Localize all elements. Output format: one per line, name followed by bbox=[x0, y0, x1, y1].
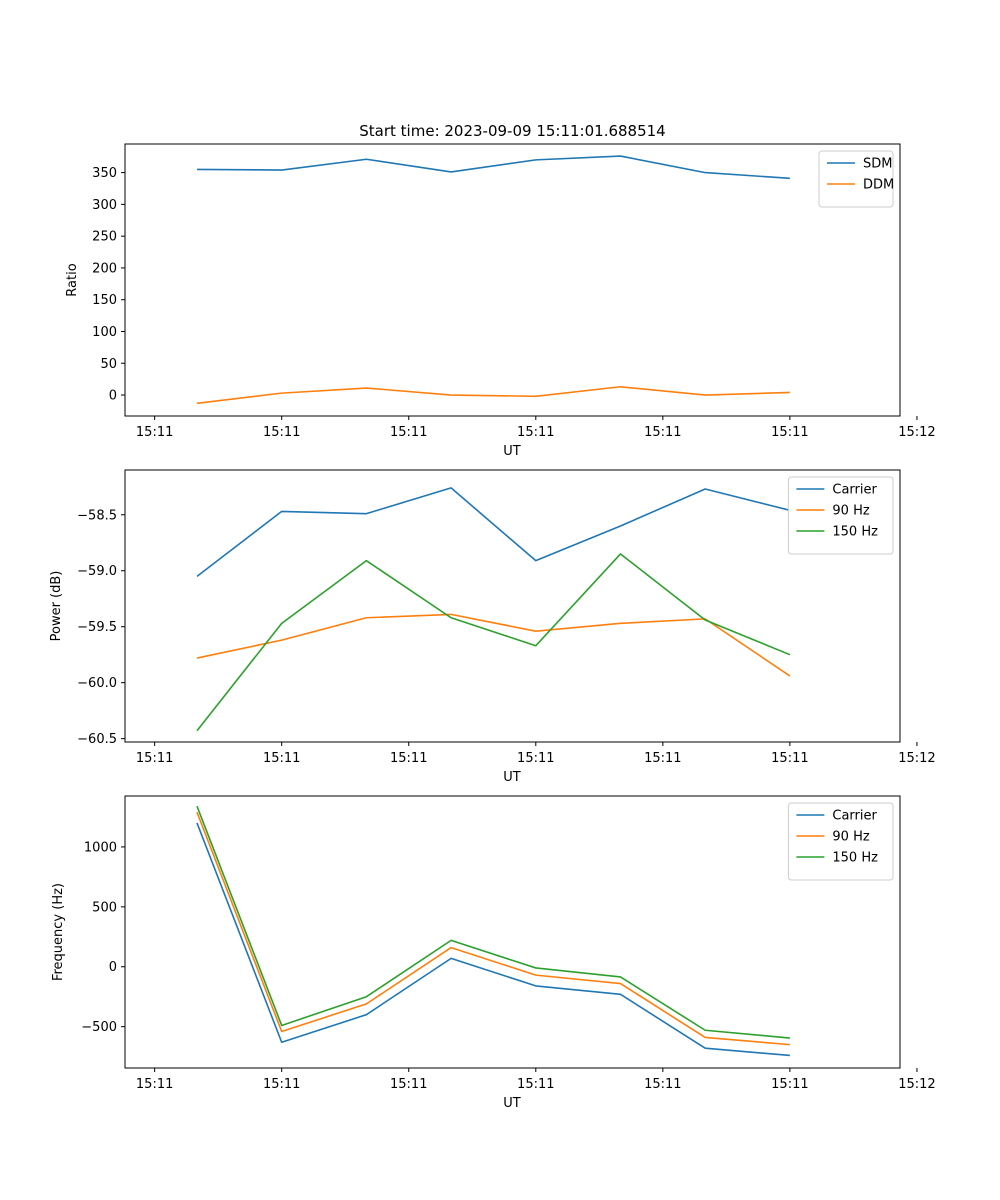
y-tick-label: 100 bbox=[92, 325, 117, 340]
y-tick-label: 50 bbox=[100, 357, 117, 372]
series-line-150-hz bbox=[196, 553, 791, 732]
y-tick-label: −58.5 bbox=[77, 508, 117, 523]
legend-label: SDM bbox=[863, 157, 892, 172]
y-tick-label: −60.0 bbox=[77, 676, 117, 691]
y-tick-label: 150 bbox=[92, 293, 117, 308]
series-line-90-hz bbox=[196, 613, 791, 677]
x-tick-label: 15:11 bbox=[517, 751, 554, 766]
legend-label: Carrier bbox=[832, 483, 877, 498]
frequency-y-axis-label: Frequency (Hz) bbox=[51, 883, 66, 981]
legend-label: 150 Hz bbox=[832, 525, 878, 540]
y-tick-label: 300 bbox=[92, 198, 117, 213]
y-tick-label: −500 bbox=[81, 1020, 117, 1035]
frequency-chart: 15:11 15:11 15:11 15:11 15:11 15:11 15:12 −500 0… bbox=[51, 795, 936, 1111]
x-tick-label: 15:11 bbox=[771, 1077, 808, 1092]
ratio-x-axis-label: UT bbox=[503, 444, 521, 459]
figure-title: Start time: 2023-09-09 15:11:01.688514 bbox=[359, 122, 665, 140]
power-chart: 15:11 15:11 15:11 15:11 15:11 15:11 15:12 −60.5… bbox=[49, 469, 936, 785]
series-line-sdm bbox=[196, 155, 790, 180]
power-legend bbox=[787, 476, 894, 555]
x-tick-label: 15:11 bbox=[136, 1077, 173, 1092]
x-tick-label: 15:12 bbox=[898, 425, 935, 440]
x-tick-label: 15:11 bbox=[771, 425, 808, 440]
x-tick-label: 15:11 bbox=[517, 1077, 554, 1092]
series-line-carrier bbox=[196, 822, 790, 1057]
y-tick-label: −59.5 bbox=[77, 620, 117, 635]
legend-label: 90 Hz bbox=[832, 830, 869, 845]
series-line-ddm bbox=[196, 385, 790, 405]
x-tick-label: 15:11 bbox=[263, 425, 300, 440]
x-tick-label: 15:11 bbox=[644, 425, 681, 440]
x-tick-label: 15:11 bbox=[771, 751, 808, 766]
x-tick-label: 15:11 bbox=[136, 751, 173, 766]
ratio-chart: 15:11 15:11 15:11 15:11 15:11 15:11 15:12 0 50 10… bbox=[65, 143, 936, 459]
y-tick-label: 0 bbox=[109, 389, 117, 404]
series-line-90-hz bbox=[196, 811, 790, 1046]
x-tick-label: 15:12 bbox=[898, 1077, 935, 1092]
x-tick-label: 15:11 bbox=[136, 425, 173, 440]
legend-label: DDM bbox=[863, 178, 894, 193]
power-x-axis-label: UT bbox=[503, 770, 521, 785]
x-tick-label: 15:11 bbox=[390, 751, 427, 766]
y-tick-label: 200 bbox=[92, 261, 117, 276]
x-tick-label: 15:11 bbox=[517, 425, 554, 440]
y-tick-label: 250 bbox=[92, 230, 117, 245]
y-tick-label: −59.0 bbox=[77, 564, 117, 579]
ratio-y-axis-label: Ratio bbox=[65, 263, 80, 296]
y-tick-label: 0 bbox=[109, 960, 117, 975]
x-tick-label: 15:11 bbox=[263, 751, 300, 766]
y-tick-label: 1000 bbox=[84, 840, 117, 855]
frequency-legend bbox=[787, 802, 894, 881]
x-tick-label: 15:11 bbox=[390, 425, 427, 440]
series-line-carrier bbox=[196, 487, 791, 577]
frequency-x-axis-label: UT bbox=[503, 1096, 521, 1111]
frequency-axes-frame bbox=[124, 795, 901, 1069]
power-axes-frame bbox=[124, 469, 901, 743]
x-tick-label: 15:12 bbox=[898, 751, 935, 766]
legend-label: Carrier bbox=[832, 809, 877, 824]
y-tick-label: 350 bbox=[92, 166, 117, 181]
x-tick-label: 15:11 bbox=[644, 1077, 681, 1092]
legend-label: 150 Hz bbox=[832, 851, 878, 866]
y-tick-label: −60.5 bbox=[77, 732, 117, 747]
ratio-axes-frame bbox=[124, 143, 901, 417]
power-y-axis-label: Power (dB) bbox=[49, 571, 64, 642]
ratio-legend bbox=[818, 150, 894, 208]
y-tick-label: 500 bbox=[92, 900, 117, 915]
series-line-150-hz bbox=[196, 805, 790, 1039]
x-tick-label: 15:11 bbox=[390, 1077, 427, 1092]
x-tick-label: 15:11 bbox=[263, 1077, 300, 1092]
x-tick-label: 15:11 bbox=[644, 751, 681, 766]
legend-label: 90 Hz bbox=[832, 504, 869, 519]
